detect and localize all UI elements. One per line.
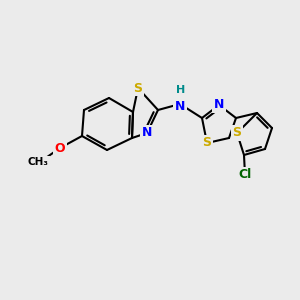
Text: O: O [55, 142, 65, 154]
Text: CH₃: CH₃ [28, 157, 49, 167]
Text: H: H [176, 85, 186, 95]
Text: N: N [175, 100, 185, 112]
Text: S: S [202, 136, 211, 149]
Text: S: S [232, 127, 242, 140]
Text: N: N [142, 127, 152, 140]
Text: S: S [134, 82, 142, 94]
Text: N: N [214, 98, 224, 112]
Text: Cl: Cl [238, 169, 252, 182]
